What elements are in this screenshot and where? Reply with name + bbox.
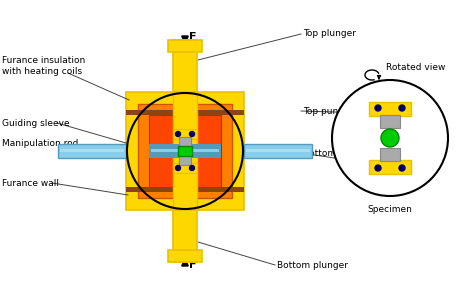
- Text: Manipulation rod: Manipulation rod: [2, 139, 78, 148]
- Text: Bottom punch: Bottom punch: [303, 148, 367, 157]
- Bar: [126, 92, 244, 210]
- Text: Top plunger: Top plunger: [303, 29, 356, 39]
- Circle shape: [375, 165, 381, 171]
- Bar: [149, 144, 221, 158]
- Text: Specimen: Specimen: [367, 206, 412, 215]
- Bar: [149, 115, 221, 187]
- Bar: [173, 40, 197, 92]
- Bar: [138, 104, 232, 198]
- Text: Rotated view: Rotated view: [386, 63, 446, 72]
- Text: Top punch: Top punch: [303, 107, 349, 116]
- Circle shape: [332, 80, 448, 196]
- Bar: [168, 250, 202, 262]
- Bar: [179, 137, 191, 147]
- Text: Bottom plunger: Bottom plunger: [277, 260, 348, 269]
- Text: F: F: [189, 260, 197, 270]
- Text: Furance insulation
with heating coils: Furance insulation with heating coils: [2, 56, 85, 76]
- Bar: [178, 146, 192, 156]
- Bar: [380, 148, 400, 161]
- Text: F: F: [189, 32, 197, 42]
- Bar: [151, 149, 219, 152]
- Bar: [173, 129, 197, 139]
- Bar: [173, 92, 197, 210]
- Bar: [380, 115, 400, 128]
- Circle shape: [399, 105, 405, 111]
- Circle shape: [190, 132, 194, 136]
- Bar: [244, 144, 312, 158]
- Bar: [126, 187, 244, 192]
- Bar: [168, 40, 202, 52]
- Bar: [246, 149, 310, 152]
- Bar: [58, 144, 126, 158]
- Bar: [173, 210, 197, 262]
- Bar: [60, 149, 124, 152]
- Text: Furance wall: Furance wall: [2, 178, 59, 188]
- Bar: [126, 110, 244, 115]
- Circle shape: [399, 165, 405, 171]
- Bar: [369, 160, 411, 174]
- Circle shape: [375, 105, 381, 111]
- Bar: [369, 102, 411, 116]
- Text: Guiding sleeve: Guiding sleeve: [2, 119, 70, 128]
- Circle shape: [175, 166, 181, 170]
- Bar: [179, 155, 191, 165]
- Bar: [173, 163, 197, 173]
- Circle shape: [190, 166, 194, 170]
- Circle shape: [175, 132, 181, 136]
- Circle shape: [381, 129, 399, 147]
